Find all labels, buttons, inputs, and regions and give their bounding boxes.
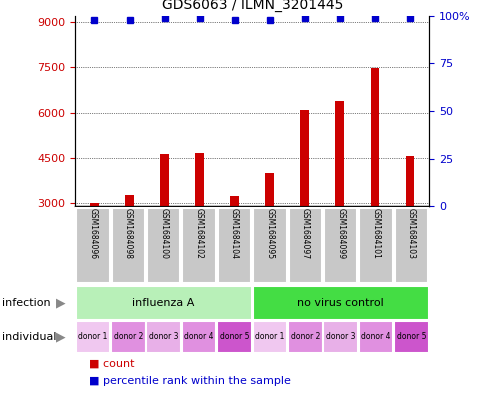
Text: GSM1684098: GSM1684098 bbox=[123, 208, 133, 259]
Bar bbox=[111, 208, 145, 283]
Bar bbox=[323, 208, 357, 283]
Bar bbox=[217, 321, 251, 353]
Text: donor 2: donor 2 bbox=[290, 332, 319, 342]
Text: donor 4: donor 4 bbox=[361, 332, 390, 342]
Text: infection: infection bbox=[2, 298, 51, 308]
Text: no virus control: no virus control bbox=[297, 298, 383, 308]
Bar bbox=[393, 321, 428, 353]
Bar bbox=[358, 321, 393, 353]
Text: GSM1684096: GSM1684096 bbox=[88, 208, 97, 259]
Text: ■ percentile rank within the sample: ■ percentile rank within the sample bbox=[89, 376, 290, 386]
Text: ▶: ▶ bbox=[56, 296, 65, 309]
Bar bbox=[160, 154, 168, 206]
Bar bbox=[265, 173, 273, 206]
Text: ■ count: ■ count bbox=[89, 359, 135, 369]
Text: donor 1: donor 1 bbox=[255, 332, 284, 342]
Bar bbox=[125, 195, 134, 206]
Bar bbox=[288, 208, 321, 283]
Text: GSM1684103: GSM1684103 bbox=[406, 208, 415, 259]
Bar bbox=[253, 208, 286, 283]
Title: GDS6063 / ILMN_3201445: GDS6063 / ILMN_3201445 bbox=[161, 0, 342, 12]
Text: GSM1684097: GSM1684097 bbox=[300, 208, 309, 259]
Text: GSM1684099: GSM1684099 bbox=[335, 208, 345, 259]
Text: donor 4: donor 4 bbox=[184, 332, 213, 342]
Bar bbox=[252, 321, 287, 353]
Bar bbox=[405, 156, 413, 206]
Bar bbox=[90, 203, 99, 206]
Text: GSM1684102: GSM1684102 bbox=[194, 208, 203, 259]
Bar bbox=[300, 110, 308, 206]
Text: GSM1684095: GSM1684095 bbox=[265, 208, 274, 259]
Text: donor 3: donor 3 bbox=[149, 332, 178, 342]
Text: donor 1: donor 1 bbox=[78, 332, 107, 342]
Text: GSM1684101: GSM1684101 bbox=[371, 208, 380, 259]
Bar bbox=[252, 286, 428, 320]
Text: influenza A: influenza A bbox=[132, 298, 195, 308]
Text: ▶: ▶ bbox=[56, 331, 65, 343]
Bar bbox=[182, 208, 215, 283]
Text: GSM1684104: GSM1684104 bbox=[229, 208, 239, 259]
Bar bbox=[76, 286, 251, 320]
Text: donor 5: donor 5 bbox=[219, 332, 249, 342]
Bar bbox=[370, 68, 378, 206]
Text: donor 3: donor 3 bbox=[325, 332, 355, 342]
Text: GSM1684100: GSM1684100 bbox=[159, 208, 168, 259]
Bar bbox=[287, 321, 322, 353]
Bar bbox=[76, 321, 110, 353]
Bar bbox=[195, 153, 204, 206]
Bar bbox=[147, 208, 180, 283]
Bar bbox=[394, 208, 427, 283]
Bar bbox=[359, 208, 392, 283]
Bar bbox=[182, 321, 216, 353]
Bar bbox=[111, 321, 145, 353]
Text: individual: individual bbox=[2, 332, 57, 342]
Text: donor 2: donor 2 bbox=[113, 332, 143, 342]
Bar bbox=[323, 321, 357, 353]
Bar bbox=[230, 196, 239, 206]
Bar bbox=[76, 208, 109, 283]
Text: donor 5: donor 5 bbox=[396, 332, 425, 342]
Bar bbox=[335, 101, 344, 206]
Bar bbox=[146, 321, 181, 353]
Bar bbox=[217, 208, 251, 283]
